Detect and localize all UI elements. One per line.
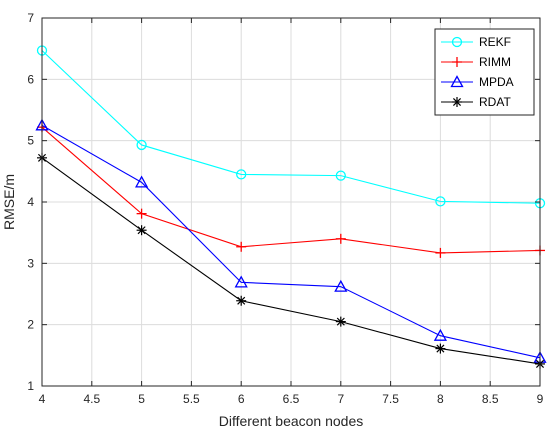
legend-item-rdat: RDAT (441, 95, 511, 109)
x-tick-label: 8.5 (482, 392, 499, 406)
data-point-rdat (435, 343, 446, 354)
x-tick-label: 5 (138, 392, 145, 406)
legend-item-mpda: MPDA (441, 75, 514, 89)
data-point-mpda (334, 279, 348, 292)
data-point-rdat (236, 295, 247, 306)
data-point-mpda (135, 175, 149, 188)
ticks: 4 4.5 5 5.5 6 6.5 7 7.5 8 8.5 9 1 2 3 4 5 6 7 (27, 11, 543, 406)
legend-label-mpda: MPDA (479, 75, 514, 89)
legend-label-rimm: RIMM (479, 55, 511, 69)
legend-box (434, 28, 535, 116)
x-tick-label: 4.5 (83, 392, 100, 406)
x-tick-label: 8 (437, 392, 444, 406)
data-point-rimm (236, 241, 247, 252)
x-tick-label: 4 (39, 392, 46, 406)
y-tick-label: 4 (27, 195, 34, 209)
y-tick-label: 3 (27, 256, 34, 270)
legend-item-rimm: RIMM (441, 55, 511, 69)
y-tick-label: 6 (27, 72, 34, 86)
series-line-rimm (41, 126, 541, 254)
x-tick-label: 7 (337, 392, 344, 406)
y-tick-label: 7 (27, 11, 34, 25)
y-tick-label: 1 (27, 379, 34, 393)
data-point-rdat (335, 316, 346, 327)
series-line-rdat (41, 157, 541, 365)
x-tick-label: 6.5 (283, 392, 300, 406)
legend-marker-mpda (450, 75, 464, 88)
data-point-rekf (335, 170, 346, 181)
data-point-rdat (136, 225, 147, 236)
legend: REKF RIMM MPDA RDAT (434, 28, 535, 116)
y-tick-label: 2 (27, 318, 34, 332)
data-point-rimm (435, 247, 446, 258)
data-point-rekf (236, 169, 247, 180)
data-point-rimm (335, 233, 346, 244)
y-axis-label: RMSE/m (1, 174, 17, 230)
x-tick-label: 5.5 (183, 392, 200, 406)
data-point-rekf (136, 139, 147, 151)
legend-item-rekf: REKF (441, 35, 511, 49)
data-point-mpda (234, 275, 248, 288)
x-tick-label: 6 (238, 392, 245, 406)
legend-label-rdat: RDAT (479, 95, 511, 109)
x-tick-label: 7.5 (382, 392, 399, 406)
legend-marker-rimm (452, 57, 462, 67)
legend-label-rekf: REKF (479, 35, 511, 49)
data-point-rekf (435, 196, 446, 207)
legend-marker-rdat (452, 97, 462, 107)
legend-marker-rekf (451, 36, 463, 48)
y-tick-label: 5 (27, 134, 34, 148)
series-rimm (37, 122, 545, 258)
series-line-rekf (41, 50, 541, 204)
data-point-rimm (136, 208, 147, 219)
x-axis-label: Different beacon nodes (219, 413, 364, 429)
series-line-mpda (41, 124, 541, 359)
x-tick-label: 9 (537, 392, 544, 406)
data-point-mpda (433, 328, 447, 341)
